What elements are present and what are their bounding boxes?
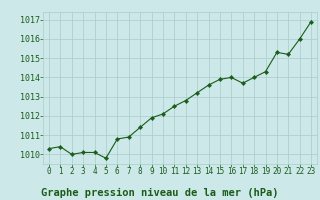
Text: Graphe pression niveau de la mer (hPa): Graphe pression niveau de la mer (hPa) (41, 188, 279, 198)
